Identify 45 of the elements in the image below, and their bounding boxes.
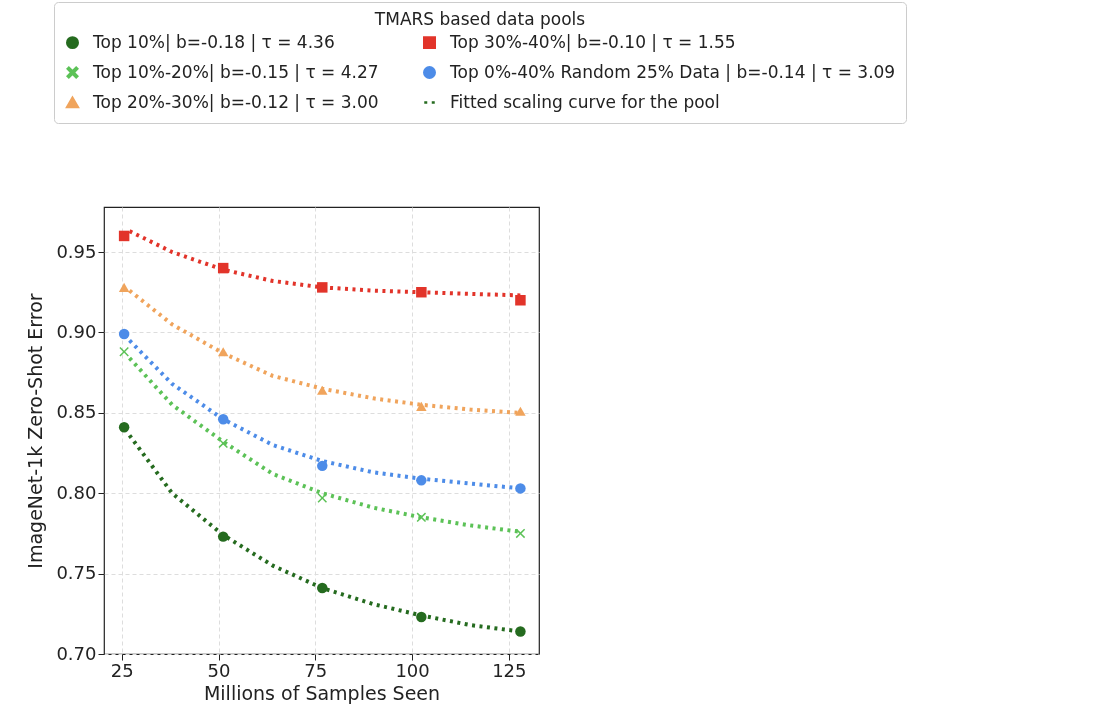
point (218, 438, 228, 449)
point (118, 282, 130, 292)
point (119, 346, 129, 357)
point (217, 347, 229, 357)
legend-label: Top 20%-30%| b=-0.12 | τ = 3.00 (92, 91, 379, 112)
point (515, 626, 526, 637)
y-tick-label: 0.90 (56, 320, 97, 342)
y-tick-label: 0.70 (56, 642, 97, 664)
x-tick-label: 100 (395, 659, 430, 681)
x-axis-title: Millions of Samples Seen (203, 681, 441, 704)
point (515, 528, 526, 539)
legend-label: Top 10%-20%| b=-0.15 | τ = 4.27 (92, 61, 379, 82)
point (317, 385, 328, 395)
y-tick-label: 0.80 (56, 481, 97, 503)
point (416, 401, 427, 411)
legend-label: Top 0%-40% Random 25% Data | b=-0.14 | τ = 3.09 (449, 61, 896, 82)
point (317, 582, 328, 594)
legend-label: Top 30%-40%| b=-0.10 | τ = 1.55 (449, 31, 736, 52)
y-axis-title: ImageNet-1k Zero-Shot Error (24, 293, 47, 569)
y-tick-label: 0.75 (56, 562, 97, 584)
point (217, 414, 229, 425)
point (317, 460, 328, 472)
point (317, 282, 328, 293)
point (118, 422, 130, 433)
point (118, 328, 130, 340)
x-tick-label: 50 (207, 659, 231, 681)
point (416, 286, 427, 298)
point (118, 230, 130, 242)
x-tick-label: 75 (304, 659, 328, 681)
point (217, 262, 229, 274)
y-tick-label: 0.85 (56, 401, 97, 423)
point (515, 295, 526, 306)
legend-label: Top 10%| b=-0.18 | τ = 4.36 (92, 31, 335, 52)
point (317, 493, 327, 503)
legend-title: TMARS based data pools (373, 9, 586, 29)
point (515, 406, 526, 416)
point (416, 512, 427, 523)
point (217, 531, 229, 542)
x-tick-label: 125 (492, 659, 527, 681)
point (416, 611, 427, 623)
y-tick-label: 0.95 (56, 240, 97, 262)
legend-label: Fitted scaling curve for the pool (450, 91, 720, 112)
point (416, 475, 427, 486)
x-tick-label: 25 (110, 659, 134, 681)
point (515, 483, 526, 494)
